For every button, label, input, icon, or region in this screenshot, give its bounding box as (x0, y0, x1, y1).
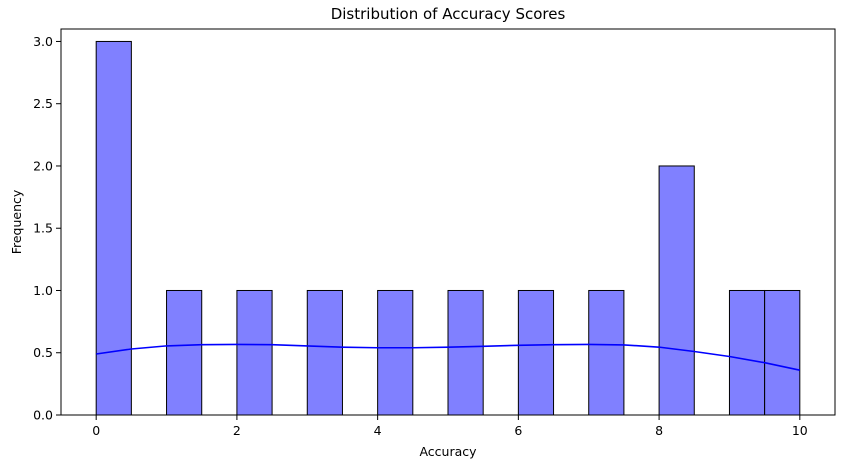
plot-frame (60, 28, 836, 416)
x-axis-label: Accuracy (419, 444, 477, 459)
y-axis: 0.0 0.5 1.0 1.5 2.0 2.5 3.0 (33, 34, 61, 423)
histogram-bar (306, 289, 343, 416)
y-axis-label: Frequency (9, 189, 24, 254)
y-tick-label: 2.5 (33, 96, 53, 111)
histogram-bar (377, 289, 414, 416)
plot-area (60, 28, 836, 416)
histogram-bar (588, 289, 625, 416)
y-tick-label: 0.5 (33, 345, 53, 360)
histogram-bar (728, 289, 766, 416)
histogram-bar (447, 289, 484, 416)
x-tick-label: 2 (233, 423, 241, 438)
histogram-bar (95, 40, 132, 416)
histogram-bar (236, 289, 273, 416)
x-tick-label: 6 (514, 423, 522, 438)
y-tick-label: 2.0 (33, 158, 53, 173)
histogram-bar (764, 289, 801, 416)
y-tick-label: 1.0 (33, 283, 53, 298)
x-tick-label: 4 (374, 423, 382, 438)
x-tick-label: 0 (92, 423, 100, 438)
kde-line (96, 343, 800, 371)
y-tick-label: 1.5 (33, 221, 53, 236)
x-tick-label: 8 (655, 423, 663, 438)
x-tick-label: 10 (792, 423, 808, 438)
histogram-bar (166, 289, 203, 416)
bars-group (95, 40, 801, 416)
histogram-bar (658, 165, 695, 416)
chart-title: Distribution of Accuracy Scores (331, 5, 566, 23)
y-tick-label: 0.0 (33, 408, 53, 423)
x-axis: 0 2 4 6 8 10 (92, 415, 808, 438)
y-tick-label: 3.0 (33, 34, 53, 49)
histogram-bar (517, 289, 555, 416)
